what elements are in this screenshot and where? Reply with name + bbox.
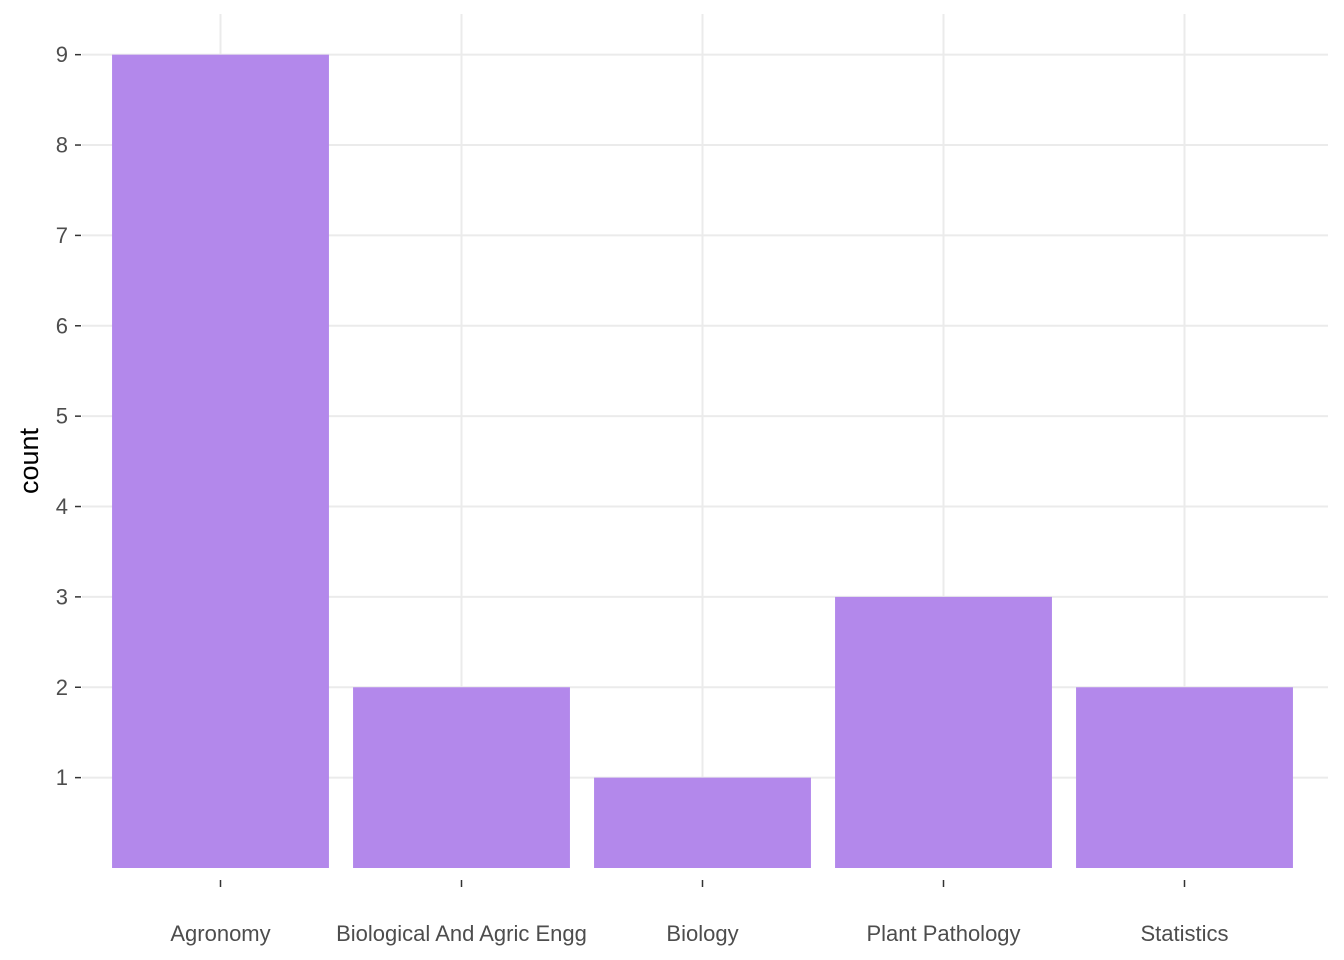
bar	[1076, 687, 1293, 868]
bar	[353, 687, 570, 868]
x-tick-label: Statistics	[1140, 921, 1228, 946]
y-tick-label: 2	[56, 675, 68, 700]
axis-layer: 1 2 3 4 5 6 7 8 9 Agronomy Biological And Agric En…	[56, 42, 1229, 946]
y-tick-label: 6	[56, 313, 68, 338]
bar	[594, 777, 811, 868]
y-tick-label: 8	[56, 133, 68, 158]
x-tick-label: Biological And Agric Engg	[336, 921, 587, 946]
x-tick-label: Agronomy	[170, 921, 270, 946]
x-tick-label: Plant Pathology	[866, 921, 1020, 946]
y-tick-label: 3	[56, 584, 68, 609]
y-axis-title: count	[14, 427, 44, 494]
bar	[835, 596, 1052, 868]
x-tick-label: Biology	[666, 921, 738, 946]
y-tick-label: 1	[56, 765, 68, 790]
bar	[112, 54, 329, 868]
y-tick-label: 9	[56, 42, 68, 67]
y-tick-label: 7	[56, 223, 68, 248]
bar-layer	[112, 54, 1293, 868]
y-tick-label: 5	[56, 404, 68, 429]
y-tick-label: 4	[56, 494, 68, 519]
